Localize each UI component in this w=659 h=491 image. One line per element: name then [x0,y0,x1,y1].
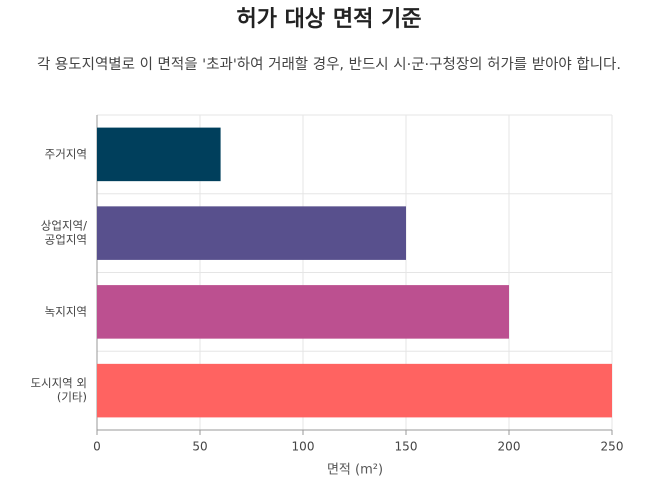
x-tick-label: 0 [93,440,101,454]
x-tick-label: 250 [601,440,624,454]
y-tick-label: 공업지역 [45,233,87,247]
bar [97,363,612,418]
y-tick-label: 녹지지역 [45,304,87,318]
chart-subtitle: 각 용도지역별로 이 면적을 '초과'하여 거래할 경우, 반드시 시·군·구청… [37,56,621,73]
y-tick-label: 상업지역/ [41,219,87,233]
x-tick-label: 150 [395,440,418,454]
y-tick-label: (기타) [57,390,87,404]
x-tick-label: 100 [292,440,315,454]
bar [97,206,406,260]
x-tick-label: 50 [192,440,207,454]
chart-title: 허가 대상 면적 기준 [237,7,422,32]
y-tick-label: 주거지역 [45,147,87,161]
bar [97,285,509,339]
x-tick-label: 200 [498,440,521,454]
bar [97,127,221,182]
x-axis-label: 면적 (m²) [327,463,383,478]
y-tick-label: 도시지역 외 [30,376,87,390]
